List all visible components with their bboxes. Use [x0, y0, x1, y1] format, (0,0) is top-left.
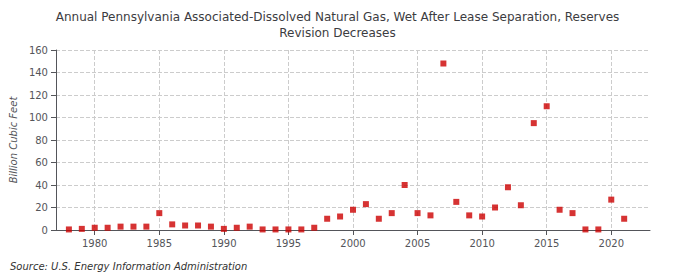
- svg-text:Revision Decreases: Revision Decreases: [279, 26, 395, 40]
- svg-text:1990: 1990: [211, 238, 236, 249]
- svg-text:Annual Pennsylvania Associated: Annual Pennsylvania Associated-Dissolved…: [56, 10, 620, 24]
- svg-text:2020: 2020: [599, 238, 624, 249]
- svg-text:100: 100: [29, 112, 48, 123]
- svg-text:40: 40: [35, 180, 48, 191]
- svg-text:140: 140: [29, 67, 48, 78]
- svg-text:160: 160: [29, 45, 48, 56]
- svg-text:0: 0: [42, 225, 48, 236]
- svg-text:Source: U.S. Energy Informatio: Source: U.S. Energy Information Administ…: [10, 261, 247, 272]
- svg-text:Billion Cubic Feet: Billion Cubic Feet: [8, 96, 19, 184]
- svg-text:2015: 2015: [534, 238, 559, 249]
- svg-text:1980: 1980: [82, 238, 107, 249]
- svg-text:2005: 2005: [405, 238, 430, 249]
- svg-text:2010: 2010: [469, 238, 494, 249]
- svg-text:20: 20: [35, 202, 48, 213]
- svg-text:60: 60: [35, 157, 48, 168]
- svg-text:1995: 1995: [276, 238, 301, 249]
- svg-text:2000: 2000: [340, 238, 365, 249]
- svg-text:80: 80: [35, 135, 48, 146]
- svg-text:120: 120: [29, 90, 48, 101]
- svg-text:1985: 1985: [147, 238, 172, 249]
